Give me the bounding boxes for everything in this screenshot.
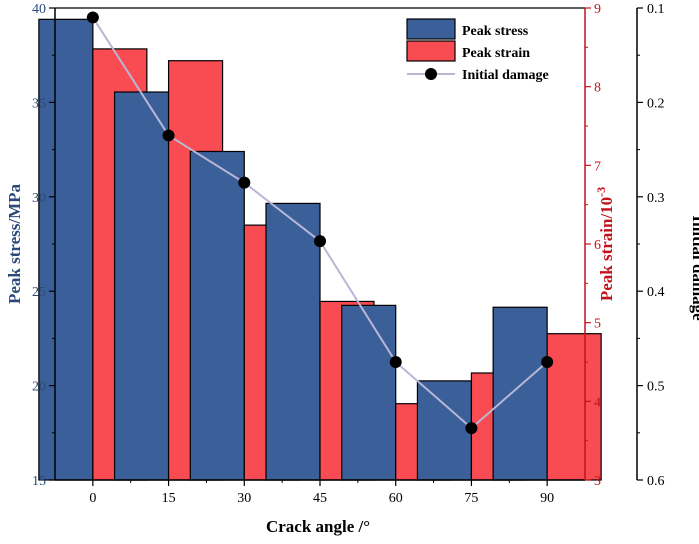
legend-label-initial-damage: Initial damage [462, 68, 549, 83]
legend-label-peak-stress: Peak stress [462, 24, 529, 39]
point-initial-damage [87, 11, 99, 23]
point-initial-damage [314, 235, 326, 247]
x-axis-title: Crack angle /° [266, 517, 370, 536]
bar-peak-stress [417, 381, 471, 480]
right-tick-label: 9 [594, 2, 601, 17]
x-tick-label: 60 [389, 491, 403, 506]
bar-peak-stress [266, 203, 320, 480]
right-axis-title-sup: -3 [594, 187, 608, 197]
point-initial-damage [465, 422, 477, 434]
right-tick-label: 5 [594, 317, 601, 332]
left-tick-label: 30 [32, 191, 46, 206]
legend-swatch-peak-stress [407, 19, 455, 39]
x-tick-label: 75 [464, 491, 478, 506]
bar-peak-stress [190, 151, 244, 480]
bar-peak-stress [493, 307, 547, 480]
far-right-tick-label: 0.4 [647, 285, 665, 300]
left-tick-label: 35 [32, 96, 46, 111]
far-right-tick-label: 0.6 [647, 474, 665, 489]
point-initial-damage [390, 356, 402, 368]
legend-marker-initial-damage [425, 68, 437, 80]
right-tick-label: 6 [594, 238, 601, 253]
chart: Crack angle /° Peak stress/MPa Peak stra… [0, 0, 699, 544]
right-tick-label: 8 [594, 81, 601, 96]
x-tick-label: 45 [313, 491, 327, 506]
x-tick-label: 90 [540, 491, 554, 506]
right-tick-label: 7 [594, 159, 601, 174]
right-tick-label: 4 [594, 395, 601, 410]
left-tick-label: 15 [32, 474, 46, 489]
far-right-tick-label: 0.1 [647, 2, 665, 17]
point-initial-damage [541, 356, 553, 368]
x-tick-label: 30 [237, 491, 251, 506]
bar-peak-stress [342, 305, 396, 480]
left-tick-label: 40 [32, 2, 46, 17]
left-tick-label: 20 [32, 380, 46, 395]
far-right-tick-label: 0.3 [647, 191, 665, 206]
x-tick-label: 0 [89, 491, 96, 506]
far-right-tick-label: 0.5 [647, 380, 665, 395]
far-right-axis-title: Initial damage [689, 215, 699, 321]
far-right-tick-label: 0.2 [647, 96, 665, 111]
bar-peak-stress [39, 19, 93, 480]
left-tick-label: 25 [32, 285, 46, 300]
point-initial-damage [163, 129, 175, 141]
x-tick-label: 15 [162, 491, 176, 506]
right-tick-label: 3 [594, 474, 601, 489]
bar-peak-stress [115, 92, 169, 480]
legend-label-peak-strain: Peak strain [462, 46, 530, 61]
point-initial-damage [238, 177, 250, 189]
left-axis-title: Peak stress/MPa [5, 183, 24, 304]
legend-swatch-peak-strain [407, 41, 455, 61]
